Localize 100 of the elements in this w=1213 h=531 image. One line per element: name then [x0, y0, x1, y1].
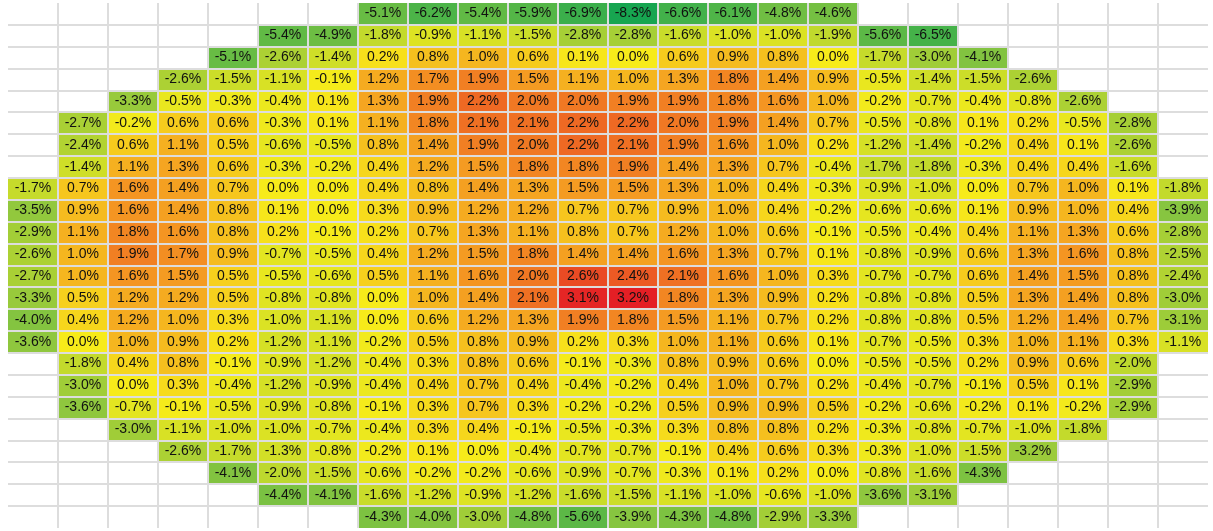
data-label: -3.6%	[864, 485, 902, 502]
data-label: 1.4%	[167, 179, 199, 196]
data-label: -1.5%	[964, 70, 1002, 87]
data-label: -0.9%	[464, 485, 502, 502]
data-label: -1.0%	[914, 179, 952, 196]
data-label: 0.2%	[267, 223, 299, 240]
data-label: 0.4%	[417, 376, 449, 393]
data-label: -1.4%	[914, 70, 952, 87]
data-label: -0.1%	[564, 354, 602, 371]
data-label: -0.5%	[314, 245, 352, 262]
data-label: -2.5%	[1164, 245, 1202, 262]
data-label: 1.0%	[667, 332, 699, 349]
data-label: 1.8%	[517, 245, 549, 262]
data-label: -0.7%	[564, 441, 602, 458]
data-label: 0.6%	[517, 48, 549, 65]
data-label: 3.1%	[567, 288, 599, 305]
data-label: -2.6%	[164, 70, 202, 87]
data-label: 0.6%	[217, 113, 249, 130]
data-label: 1.1%	[167, 135, 199, 152]
data-label: 2.1%	[517, 113, 549, 130]
data-label: 0.6%	[767, 354, 799, 371]
data-label: 0.7%	[617, 223, 649, 240]
data-label: -2.4%	[1164, 266, 1202, 283]
data-label: 1.4%	[167, 201, 199, 218]
data-label: -0.4%	[814, 157, 852, 174]
data-label: 1.6%	[117, 201, 149, 218]
data-label: -1.5%	[964, 441, 1002, 458]
data-label: -0.3%	[864, 420, 902, 437]
data-label: -0.2%	[964, 398, 1002, 415]
data-label: 0.8%	[417, 48, 449, 65]
data-label: 1.1%	[367, 113, 399, 130]
data-label: 1.0%	[167, 310, 199, 327]
data-label: 1.1%	[417, 266, 449, 283]
data-label: 0.6%	[417, 310, 449, 327]
data-label: 0.4%	[767, 179, 799, 196]
data-label: 0.3%	[417, 420, 449, 437]
data-label: 0.5%	[667, 398, 699, 415]
data-label: -3.0%	[914, 48, 952, 65]
data-label: -4.8%	[514, 507, 552, 524]
data-label: -1.5%	[314, 463, 352, 480]
data-label: -0.5%	[164, 91, 202, 108]
data-label: -2.4%	[64, 135, 102, 152]
data-label: 1.5%	[667, 310, 699, 327]
data-label: 0.1%	[1117, 179, 1149, 196]
data-label: -5.4%	[264, 26, 302, 43]
data-label: 1.4%	[1067, 310, 1099, 327]
data-label: 0.6%	[217, 157, 249, 174]
data-label: -5.9%	[514, 4, 552, 21]
data-label: -1.2%	[264, 332, 302, 349]
data-label: 0.6%	[667, 48, 699, 65]
data-label: 0.5%	[817, 398, 849, 415]
data-label: 0.9%	[517, 332, 549, 349]
data-label: -0.5%	[864, 113, 902, 130]
data-label: 0.1%	[417, 441, 449, 458]
data-label: 0.8%	[767, 48, 799, 65]
data-label: -3.1%	[1164, 310, 1202, 327]
data-label: -5.1%	[364, 4, 402, 21]
data-label: -2.9%	[1114, 376, 1152, 393]
data-label: 1.3%	[1017, 288, 1049, 305]
data-label: -1.7%	[214, 441, 252, 458]
data-label: 1.0%	[467, 48, 499, 65]
data-label: 0.4%	[1017, 157, 1049, 174]
data-label: 0.7%	[1017, 179, 1049, 196]
data-label: 0.2%	[567, 332, 599, 349]
data-label: -1.0%	[214, 420, 252, 437]
data-label: -0.2%	[614, 398, 652, 415]
data-label: -0.3%	[214, 91, 252, 108]
data-label: -0.8%	[914, 420, 952, 437]
data-label: -1.1%	[664, 485, 702, 502]
data-label: -0.4%	[564, 376, 602, 393]
data-label: 0.2%	[817, 376, 849, 393]
data-label: 0.3%	[217, 310, 249, 327]
data-label: -3.0%	[1164, 288, 1202, 305]
data-label: -4.1%	[314, 485, 352, 502]
data-label: 0.1%	[817, 245, 849, 262]
data-label: -0.8%	[864, 288, 902, 305]
data-label: -4.8%	[714, 507, 752, 524]
data-label: 2.2%	[617, 113, 649, 130]
data-label: 1.4%	[667, 157, 699, 174]
data-label: 1.3%	[667, 70, 699, 87]
data-label: -0.8%	[314, 441, 352, 458]
data-label: 1.6%	[667, 245, 699, 262]
data-label: 1.6%	[117, 266, 149, 283]
data-label: -1.0%	[714, 26, 752, 43]
data-label: -2.6%	[14, 245, 52, 262]
data-label: -1.6%	[664, 26, 702, 43]
data-label: -0.3%	[614, 420, 652, 437]
data-label: -0.7%	[614, 463, 652, 480]
data-label: -3.3%	[814, 507, 852, 524]
data-label: 1.0%	[717, 201, 749, 218]
data-label: -1.1%	[314, 310, 352, 327]
data-label: -2.6%	[1114, 135, 1152, 152]
data-label: 0.1%	[967, 113, 999, 130]
data-label: -1.0%	[264, 310, 302, 327]
data-label: 0.2%	[367, 223, 399, 240]
data-label: -0.6%	[264, 135, 302, 152]
data-label: 0.0%	[817, 354, 849, 371]
data-label: 0.1%	[1067, 376, 1099, 393]
data-label: -0.3%	[814, 179, 852, 196]
data-label: -0.6%	[914, 201, 952, 218]
